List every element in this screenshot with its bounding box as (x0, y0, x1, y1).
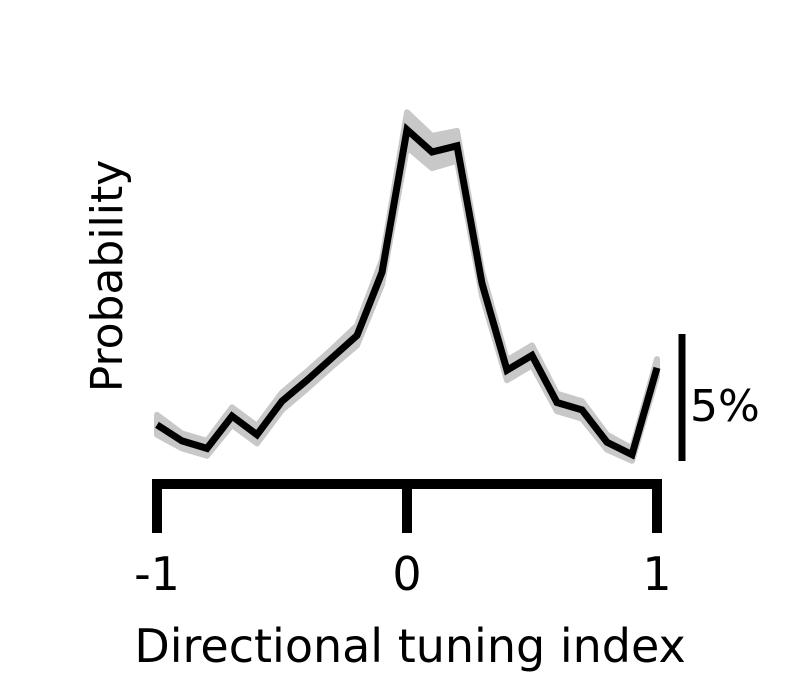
scale-bar: 5% (678, 334, 760, 461)
x-tick-label-2: 1 (642, 547, 671, 601)
scale-bar-label: 5% (690, 381, 760, 432)
x-tick-label-0: -1 (134, 547, 180, 601)
series-line-0 (155, 122, 661, 460)
x-axis-title: Directional tuning index (134, 619, 685, 673)
data-line-layer (155, 122, 661, 460)
x-axis-ticks: -1 0 1 (134, 484, 672, 601)
x-tick-label-1: 0 (392, 547, 421, 601)
y-axis-title: Probability (82, 160, 133, 393)
